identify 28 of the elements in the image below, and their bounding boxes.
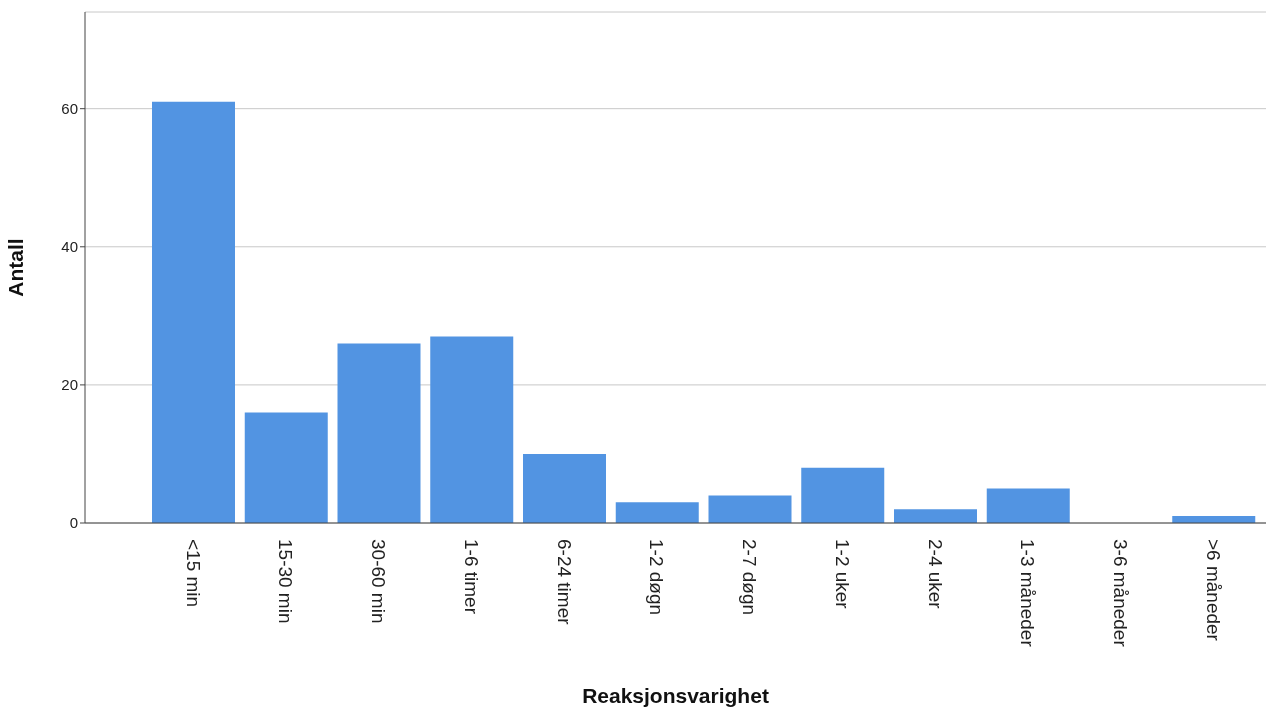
bar — [708, 495, 792, 523]
x-tick-label: 3-6 måneder — [1110, 539, 1132, 648]
bar — [986, 488, 1070, 523]
y-axis-title: Antall — [4, 238, 28, 297]
x-tick-label: 1-2 døgn — [646, 539, 668, 616]
x-tick-label: >6 måneder — [1202, 539, 1224, 642]
bar — [523, 453, 606, 523]
x-tick-label: 1-2 uker — [831, 539, 853, 610]
x-tick-label: 6-24 timer — [553, 539, 575, 626]
y-tick-label: 60 — [61, 100, 78, 117]
x-tick-label: 1-6 timer — [460, 539, 482, 615]
y-tick-label: 20 — [61, 376, 78, 394]
x-tick-label: 1-3 måneder — [1017, 539, 1039, 648]
bar — [337, 343, 421, 523]
bar — [152, 101, 235, 523]
x-axis-title: Reaksjonsvarighet — [582, 684, 769, 707]
x-tick-label: 2-4 uker — [924, 539, 946, 610]
bar — [244, 412, 328, 523]
bar — [894, 509, 977, 523]
x-tick-label: 2-7 døgn — [739, 539, 761, 616]
y-tick-label: 0 — [69, 514, 78, 532]
bar — [615, 502, 699, 523]
x-tick-label: <15 min — [182, 539, 204, 608]
y-tick-label: 40 — [61, 238, 78, 256]
x-tick-label: 30-60 min — [368, 539, 390, 624]
x-tick-label: 15-30 min — [275, 539, 297, 624]
bar — [430, 336, 514, 523]
bar — [801, 467, 885, 523]
